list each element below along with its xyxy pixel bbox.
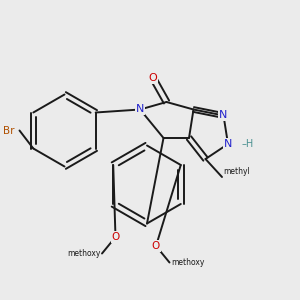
Text: –H: –H <box>242 139 254 149</box>
Text: methoxy: methoxy <box>171 258 204 267</box>
Text: O: O <box>152 241 160 251</box>
Text: methoxy: methoxy <box>67 249 100 258</box>
Text: N: N <box>136 104 144 115</box>
Text: Br: Br <box>4 125 15 136</box>
Text: N: N <box>219 110 228 121</box>
Text: O: O <box>111 232 120 242</box>
Text: N: N <box>224 139 232 149</box>
Text: methyl: methyl <box>224 167 250 176</box>
Text: O: O <box>148 73 158 83</box>
